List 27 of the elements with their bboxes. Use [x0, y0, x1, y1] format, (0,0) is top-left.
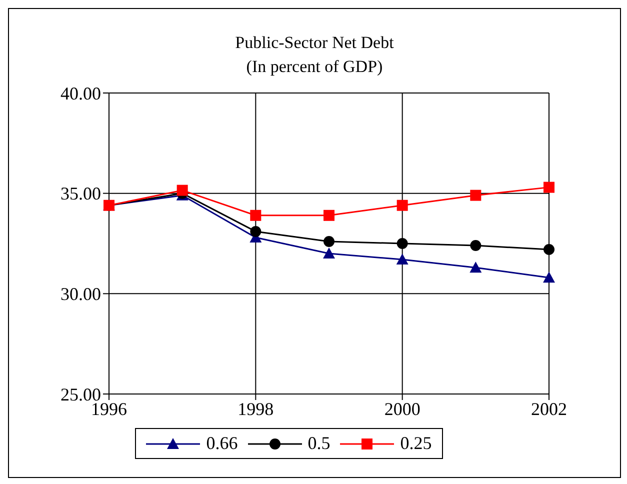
- point: [323, 248, 335, 259]
- point: [250, 210, 262, 221]
- point: [324, 210, 334, 221]
- point: [396, 254, 408, 265]
- point: [176, 184, 188, 196]
- y-tick-label: 40.00: [60, 83, 101, 104]
- point: [544, 182, 554, 193]
- point: [324, 236, 334, 247]
- point: [250, 226, 262, 237]
- point: [396, 200, 408, 211]
- y-tick-label: 30.00: [60, 284, 101, 304]
- point: [396, 238, 408, 249]
- point: [470, 262, 482, 273]
- point: [544, 244, 554, 256]
- legend-label: 0.66: [205, 433, 238, 454]
- chart-subtitle: (In percent of GDP): [245, 56, 384, 78]
- y-tick-label: 35.00: [60, 184, 101, 204]
- point: [543, 272, 555, 283]
- legend-label: 0.5: [306, 433, 330, 454]
- y-tick-label: 25.00: [60, 384, 101, 404]
- point: [470, 190, 482, 201]
- point: [470, 240, 482, 252]
- x-tick-label: 1998: [238, 398, 274, 419]
- chart-title: Public-Sector Net Debt: [234, 32, 395, 54]
- x-tick-label: 2000: [384, 398, 420, 419]
- x-tick-label: 2002: [531, 398, 567, 419]
- legend-label: 0.25: [399, 433, 432, 454]
